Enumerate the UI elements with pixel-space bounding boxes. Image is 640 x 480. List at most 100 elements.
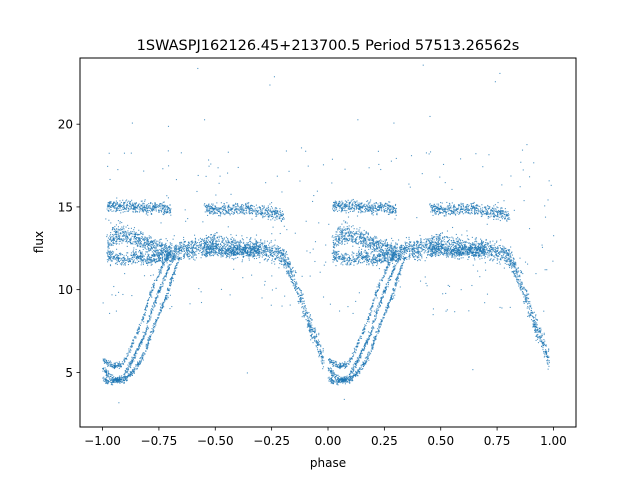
data-point — [115, 240, 118, 242]
data-point — [256, 210, 258, 212]
data-point — [438, 242, 440, 245]
data-point — [526, 295, 528, 297]
data-point — [444, 209, 446, 211]
data-point — [169, 249, 171, 251]
data-point — [497, 247, 499, 250]
data-point — [305, 308, 307, 310]
data-point — [457, 249, 459, 251]
data-point — [365, 206, 367, 208]
data-point — [458, 245, 460, 247]
data-point — [115, 200, 117, 202]
data-point — [416, 240, 419, 242]
data-point — [167, 247, 169, 249]
data-point — [139, 208, 141, 210]
data-point — [467, 258, 469, 261]
data-point — [382, 249, 384, 252]
data-point — [477, 205, 479, 207]
data-point — [430, 205, 432, 207]
data-point — [437, 206, 439, 209]
data-point — [200, 257, 202, 259]
data-point — [237, 205, 239, 207]
data-point — [535, 325, 537, 327]
data-point — [521, 286, 523, 288]
data-point — [342, 202, 344, 204]
data-point — [505, 210, 507, 212]
data-point — [360, 212, 362, 214]
data-point — [474, 213, 476, 215]
data-point — [482, 242, 484, 244]
data-point — [222, 205, 224, 208]
data-point — [302, 300, 304, 303]
data-point — [390, 250, 392, 252]
data-point — [547, 360, 549, 362]
data-point — [333, 246, 335, 248]
data-point — [167, 250, 169, 252]
data-point — [282, 252, 284, 254]
data-point — [527, 302, 529, 304]
data-point — [533, 326, 535, 328]
data-point — [360, 240, 362, 242]
data-point — [121, 226, 123, 228]
data-point — [146, 211, 148, 213]
data-point — [186, 251, 188, 253]
data-point — [390, 205, 392, 207]
data-point — [157, 250, 159, 252]
data-point — [265, 248, 267, 250]
data-point — [263, 207, 265, 209]
data-point — [361, 233, 363, 235]
data-point — [353, 238, 355, 240]
data-point — [527, 315, 529, 317]
data-point — [251, 208, 254, 210]
data-point — [208, 247, 210, 249]
data-point — [123, 207, 126, 210]
data-point — [277, 251, 279, 253]
data-point — [266, 213, 268, 215]
data-point — [513, 264, 515, 266]
data-point — [172, 250, 174, 252]
data-point — [118, 237, 120, 239]
data-point — [153, 207, 155, 209]
data-point — [536, 335, 538, 337]
data-point — [499, 213, 501, 215]
data-point — [192, 245, 195, 247]
data-point — [165, 247, 167, 249]
data-point — [387, 205, 389, 207]
data-point — [262, 205, 264, 207]
data-point — [360, 204, 362, 206]
data-point — [532, 323, 534, 325]
data-point — [287, 263, 290, 265]
data-point — [532, 320, 535, 322]
data-point — [481, 213, 484, 215]
data-point — [436, 243, 438, 245]
data-point — [205, 241, 207, 243]
data-point — [242, 239, 244, 241]
data-point — [402, 251, 404, 253]
data-point — [458, 204, 460, 206]
data-point — [381, 249, 383, 251]
data-point — [520, 283, 522, 285]
data-point — [402, 257, 404, 259]
data-point — [447, 210, 449, 212]
data-point — [494, 243, 496, 245]
data-point — [255, 213, 257, 215]
data-point — [456, 242, 458, 244]
data-point — [269, 215, 271, 217]
data-point — [392, 205, 394, 207]
data-point — [362, 235, 364, 237]
data-point — [331, 236, 333, 238]
data-point — [466, 208, 468, 210]
data-point — [471, 210, 473, 212]
data-point — [308, 323, 310, 325]
data-point — [280, 220, 283, 222]
data-point — [280, 263, 283, 265]
data-point — [228, 210, 230, 212]
data-point — [115, 224, 117, 226]
data-point — [214, 247, 216, 250]
data-point — [377, 241, 379, 243]
data-point — [361, 231, 363, 233]
data-point — [372, 242, 374, 244]
data-point — [314, 330, 316, 332]
data-point — [367, 200, 369, 202]
data-point — [117, 238, 119, 240]
data-point — [462, 240, 464, 242]
